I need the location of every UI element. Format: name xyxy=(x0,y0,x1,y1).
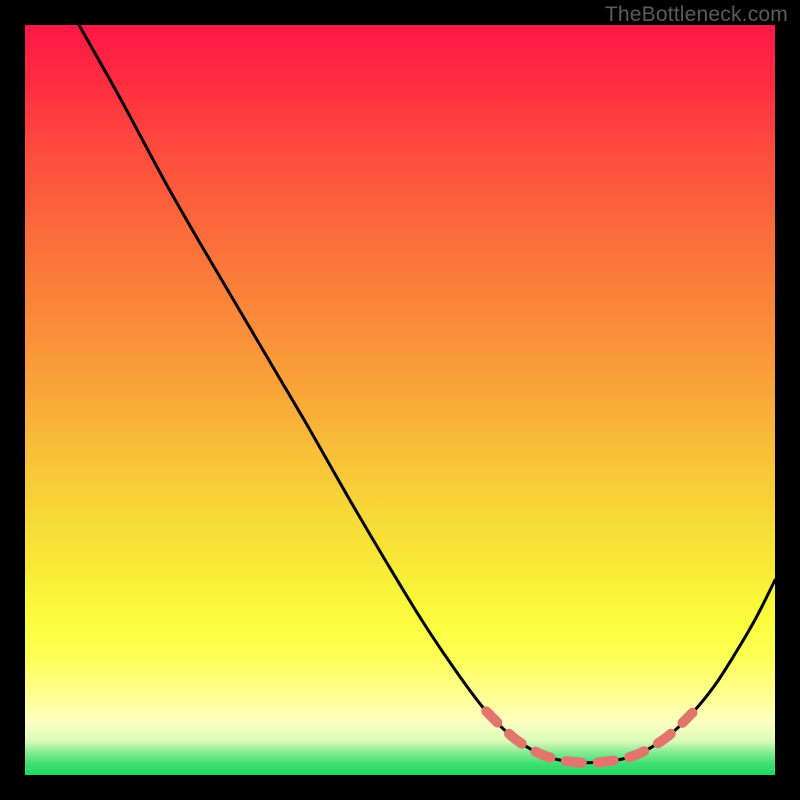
chart-stage: TheBottleneck.com xyxy=(0,0,800,800)
chart-svg xyxy=(25,25,775,775)
plot-area xyxy=(25,25,775,775)
gradient-rect xyxy=(25,25,775,775)
watermark-text: TheBottleneck.com xyxy=(605,3,788,27)
